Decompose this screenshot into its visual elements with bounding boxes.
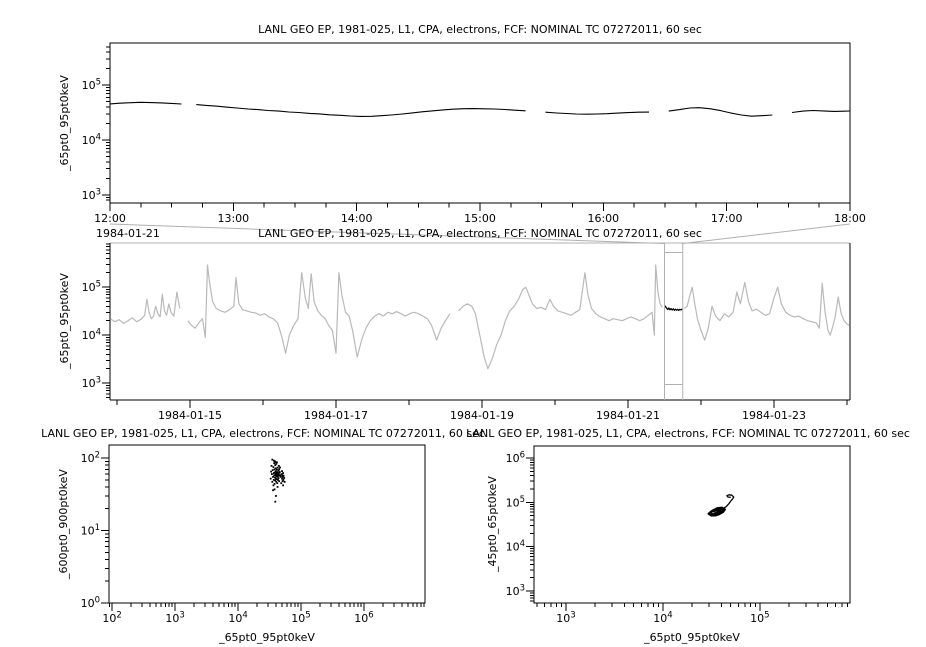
log-tick-label: 104 [82, 328, 101, 343]
axes-layer [101, 42, 851, 611]
panel-title-overview: LANL GEO EP, 1981-025, L1, CPA, electron… [258, 227, 702, 240]
log-tick-label: 104 [653, 611, 672, 626]
log-tick-label: 103 [82, 187, 101, 202]
log-tick-label: 103 [506, 584, 525, 599]
scatter-right-trajectory-tail [721, 494, 735, 510]
scatter-left-plot-area[interactable] [109, 445, 425, 603]
overview-flux-series [110, 264, 850, 370]
x-axis-label-scatter-right: _65pt0_95pt0keV [643, 631, 740, 644]
panel-title-scatter-left: LANL GEO EP, 1981-025, L1, CPA, electron… [41, 427, 485, 440]
top-x-tick-label: 16:00 [587, 212, 619, 225]
log-tick-label: 106 [506, 450, 525, 465]
top-x-tick-label: 17:00 [711, 212, 743, 225]
log-tick-label: 105 [82, 78, 101, 93]
top-x-tick-label: 18:00 [834, 212, 866, 225]
log-tick-label: 104 [228, 611, 247, 626]
log-tick-label: 102 [81, 451, 100, 466]
log-tick-label: 104 [506, 539, 525, 554]
top-x-tick-label: 14:00 [341, 212, 373, 225]
time-range-selector[interactable] [664, 243, 684, 400]
tick-label-layer: 12:00 13:00 14:00 15:00 16:00 17:00 18:00 103 10… [81, 78, 866, 625]
overview-x-tick-label: 1984-01-15 [158, 409, 222, 422]
log-tick-label: 101 [81, 523, 100, 538]
log-tick-label: 105 [291, 611, 310, 626]
top-x-tick-label: 13:00 [217, 212, 249, 225]
panel-title-scatter-right: LANL GEO EP, 1981-025, L1, CPA, electron… [466, 427, 910, 440]
panel-title-top: LANL GEO EP, 1981-025, L1, CPA, electron… [258, 23, 702, 36]
top-context-date-label: 1984-01-21 [96, 227, 160, 240]
context-connector-right [682, 223, 851, 244]
log-tick-label: 103 [165, 611, 184, 626]
y-axis-label-scatter-left: _600pt0_900pt0keV [57, 469, 70, 580]
log-tick-label: 104 [82, 132, 101, 147]
top-plot-area[interactable] [110, 43, 850, 203]
log-tick-label: 102 [102, 611, 121, 626]
context-connector-left [109, 223, 665, 244]
y-axis-label-top: _65pt0_95pt0keV [58, 75, 71, 172]
overview-selected-flux-segment [663, 304, 684, 312]
selection-layer [664, 243, 684, 400]
scatter-left-points [269, 458, 286, 503]
log-tick-label: 103 [556, 611, 575, 626]
top-x-tick-label: 12:00 [94, 212, 126, 225]
scatter-right-trajectory-dense [707, 506, 726, 517]
overview-x-tick-label: 1984-01-23 [742, 409, 806, 422]
log-tick-label: 105 [506, 495, 525, 510]
log-tick-label: 105 [82, 280, 101, 295]
x-axis-label-scatter-left: _65pt0_95pt0keV [218, 631, 315, 644]
overview-x-tick-label: 1984-01-19 [450, 409, 514, 422]
log-tick-label: 106 [354, 611, 373, 626]
top-x-tick-label: 15:00 [464, 212, 496, 225]
overview-x-tick-label: 1984-01-21 [596, 409, 660, 422]
overview-plot-area[interactable] [110, 243, 850, 400]
log-tick-label: 103 [82, 376, 101, 391]
context-connector-layer [109, 223, 851, 244]
overview-x-tick-label: 1984-01-17 [304, 409, 368, 422]
data-layer [109, 101, 851, 517]
y-axis-label-scatter-right: _45pt0_65pt0keV [486, 476, 499, 573]
log-tick-label: 100 [81, 596, 100, 611]
y-axis-label-overview: _65pt0_95pt0keV [58, 273, 71, 370]
log-tick-label: 105 [750, 611, 769, 626]
top-flux-series [109, 101, 851, 117]
scatter-right-plot-area[interactable] [534, 446, 850, 603]
